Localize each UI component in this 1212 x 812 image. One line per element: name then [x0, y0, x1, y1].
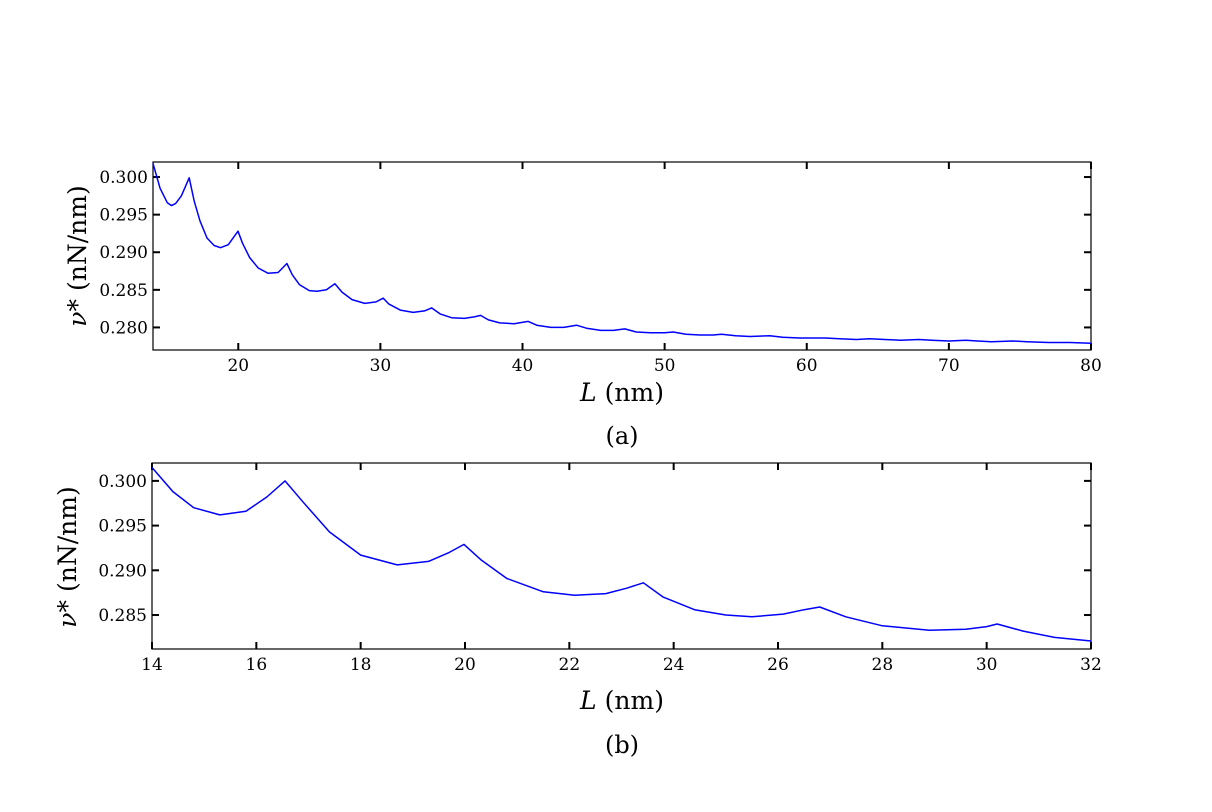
y-axis-unit: (nN/nm) [63, 185, 92, 291]
series-line [151, 467, 1092, 642]
y-tick-label: 0.295 [98, 517, 147, 537]
x-axis-label: L (nm) [579, 686, 664, 715]
y-tick-label: 0.290 [98, 561, 147, 581]
panel-a: 20 30 40 50 60 70 80 0.280 0.285 0.290 0.295 0.300… [63, 161, 1102, 450]
y-axis-label: ν* (nN/nm) [63, 185, 92, 326]
x-tick-label: 40 [512, 356, 534, 376]
x-tick-label: 80 [1080, 356, 1102, 376]
y-tick-label: 0.300 [98, 472, 147, 492]
x-tick-label: 30 [370, 356, 392, 376]
panel-caption: (a) [605, 422, 638, 450]
y-tick-labels: 0.285 0.290 0.295 0.300 [98, 472, 147, 626]
x-tick-label: 28 [872, 655, 894, 675]
x-axis-label: L (nm) [579, 378, 664, 407]
x-tick-label: 26 [767, 655, 789, 675]
y-tick-label: 0.280 [99, 318, 148, 338]
panel-b: 14 16 18 20 22 24 26 28 30 32 0.285 0.290 0.295 0.30… [53, 462, 1102, 759]
x-tick-label: 18 [350, 655, 372, 675]
x-tick-label: 20 [227, 356, 249, 376]
x-tick-label: 70 [938, 356, 960, 376]
x-tick-labels: 20 30 40 50 60 70 80 [227, 356, 1101, 376]
y-axis-variable: ν* [53, 600, 82, 628]
tick-marks [153, 162, 1092, 350]
y-tick-label: 0.285 [98, 606, 147, 626]
x-axis-unit: (nm) [605, 378, 664, 407]
panel-caption: (b) [605, 731, 639, 759]
y-tick-labels: 0.280 0.285 0.290 0.295 0.300 [99, 168, 148, 338]
y-tick-label: 0.290 [99, 243, 148, 263]
x-tick-label: 32 [1080, 655, 1102, 675]
x-tick-label: 14 [141, 655, 163, 675]
x-tick-labels: 14 16 18 20 22 24 26 28 30 32 [141, 655, 1102, 675]
x-tick-label: 20 [454, 655, 476, 675]
x-tick-label: 60 [796, 356, 818, 376]
x-axis-variable: L [579, 378, 597, 407]
x-tick-label: 50 [654, 356, 676, 376]
x-tick-label: 24 [663, 655, 685, 675]
x-axis-variable: L [579, 686, 597, 715]
y-tick-label: 0.295 [99, 206, 148, 226]
x-tick-label: 16 [246, 655, 268, 675]
tick-marks [151, 463, 1092, 649]
x-tick-label: 22 [559, 655, 581, 675]
y-axis-label: ν* (nN/nm) [53, 486, 82, 627]
x-tick-label: 30 [976, 655, 998, 675]
y-axis-unit: (nN/nm) [53, 486, 82, 592]
y-tick-label: 0.300 [99, 168, 148, 188]
y-tick-label: 0.285 [99, 281, 148, 301]
y-axis-variable: ν* [63, 299, 92, 327]
series-line [152, 163, 1092, 344]
plot-frame [152, 161, 1092, 351]
x-axis-unit: (nm) [605, 686, 664, 715]
plot-frame [151, 462, 1092, 650]
